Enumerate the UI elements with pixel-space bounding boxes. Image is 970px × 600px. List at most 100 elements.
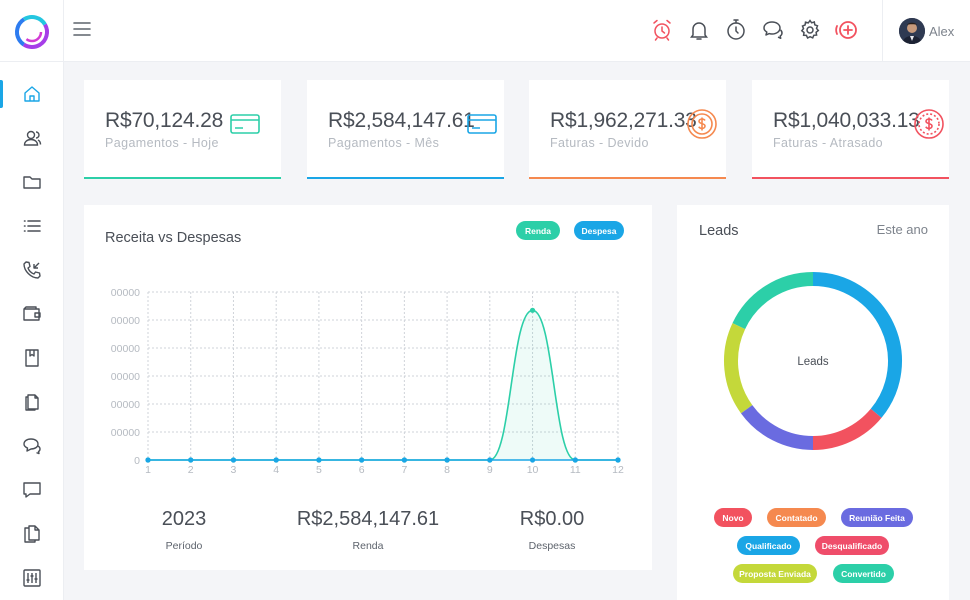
summary-label: Período [165, 540, 203, 552]
menu-toggle-button[interactable] [72, 19, 92, 39]
summary-label: Renda [352, 540, 384, 552]
x-tick-label: 6 [359, 464, 365, 476]
y-tick-label: 00000 [111, 287, 140, 299]
sidebar-item-contacts[interactable] [0, 116, 63, 160]
legend-despesa[interactable]: Despesa [574, 221, 624, 240]
panel-title: Leads [699, 223, 739, 239]
sidebar-item-documents[interactable] [0, 380, 63, 424]
donut-slice-qualificado[interactable] [812, 272, 902, 418]
card-amount: R$2,584,147.61 [328, 109, 475, 132]
data-point-despesa [572, 457, 578, 463]
folder-icon [22, 176, 41, 189]
legend-renda[interactable]: Renda [516, 221, 560, 240]
donut-center-label: Leads [797, 356, 829, 368]
x-tick-label: 3 [231, 464, 237, 476]
data-point-renda [529, 307, 536, 313]
user-photo-icon [899, 18, 925, 44]
donut-slice-proposta-enviada[interactable] [724, 323, 753, 414]
stat-card-payments-today[interactable]: R$70,124.28 Pagamentos - Hoje [84, 80, 281, 179]
x-tick-label: 5 [316, 464, 322, 476]
sidebar-item-wallet[interactable] [0, 292, 63, 336]
x-tick-label: 10 [527, 464, 539, 476]
alarm-icon [653, 19, 671, 41]
legend-proposta-enviada[interactable]: Proposta Enviada [733, 564, 817, 583]
sidebar-item-calls[interactable] [0, 248, 63, 292]
divider [882, 0, 883, 62]
chat-icon [763, 21, 783, 40]
donut-slice-convertido[interactable] [732, 272, 814, 330]
add-button[interactable] [835, 18, 859, 42]
summary-value: R$2,584,147.61 [296, 508, 440, 530]
card-accent-bar [529, 177, 726, 179]
bell-icon [690, 22, 708, 40]
y-tick-label: 00000 [111, 343, 140, 355]
period-selector[interactable]: Este ano [876, 222, 928, 237]
x-tick-label: 11 [570, 464, 581, 476]
card-label: Pagamentos - Mês [328, 136, 440, 150]
legend-reuniao-feita[interactable]: Reunião Feita [841, 508, 913, 527]
y-tick-label: 00000 [111, 371, 140, 383]
username[interactable]: Alex [929, 24, 955, 39]
data-point-despesa [487, 457, 493, 463]
book-icon [24, 349, 39, 367]
list-icon [23, 220, 41, 232]
legend-convertido[interactable]: Convertido [833, 564, 894, 583]
logo-icon [15, 15, 49, 49]
avatar[interactable] [899, 18, 925, 44]
stat-card-payments-month[interactable]: R$2,584,147.61 Pagamentos - Mês [307, 80, 504, 179]
leads-donut-chart: Leads [724, 272, 902, 450]
phone-icon [22, 261, 41, 279]
card-accent-bar [307, 177, 504, 179]
card-amount: R$1,962,271.33 [550, 109, 697, 132]
files-icon [23, 525, 40, 543]
dollar-coin-icon [914, 109, 944, 139]
sidebar-item-settings[interactable] [0, 556, 63, 600]
data-point-despesa [444, 457, 450, 463]
logo[interactable] [0, 0, 64, 62]
stat-card-invoices-overdue[interactable]: R$1,040,033.13 Faturas - Atrasado [752, 80, 949, 179]
settings-button[interactable] [798, 18, 822, 42]
x-tick-label: 12 [612, 464, 624, 476]
sidebar-item-knowledge[interactable] [0, 336, 63, 380]
x-tick-label: 7 [401, 464, 407, 476]
legend-desqualificado[interactable]: Desqualificado [815, 536, 889, 555]
add-circle-icon [835, 21, 857, 39]
data-point-despesa [188, 457, 194, 463]
notifications-button[interactable] [687, 18, 711, 42]
y-tick-label: 00000 [111, 399, 140, 411]
legend-novo[interactable]: Novo [714, 508, 752, 527]
card-label: Pagamentos - Hoje [105, 136, 219, 150]
sidebar [0, 62, 64, 600]
y-tick-label: 0 [134, 455, 140, 467]
stat-card-invoices-due[interactable]: R$1,962,271.33 Faturas - Devido [529, 80, 726, 179]
summary-period: 2023 Período [141, 508, 227, 552]
chat-icon [22, 438, 41, 455]
summary-value: 2023 [161, 508, 207, 530]
card-label: Faturas - Atrasado [773, 136, 884, 150]
chat-button[interactable] [761, 18, 785, 42]
sidebar-item-conversations[interactable] [0, 424, 63, 468]
y-tick-label: 00000 [111, 315, 140, 327]
x-tick-label: 4 [273, 464, 279, 476]
data-point-despesa [145, 457, 151, 463]
sidebar-item-files[interactable] [0, 512, 63, 556]
legend-qualificado[interactable]: Qualificado [737, 536, 800, 555]
wallet-icon [22, 306, 41, 321]
sidebar-item-home[interactable] [0, 72, 63, 116]
gear-icon [800, 19, 820, 40]
alarm-button[interactable] [650, 18, 674, 42]
sidebar-item-messages[interactable] [0, 468, 63, 512]
sidebar-item-projects[interactable] [0, 160, 63, 204]
x-tick-label: 2 [188, 464, 194, 476]
sidebar-item-tasks[interactable] [0, 204, 63, 248]
timer-button[interactable] [724, 18, 748, 42]
data-point-despesa [359, 457, 365, 463]
timer-icon [727, 19, 745, 40]
legend-contatado[interactable]: Contatado [767, 508, 826, 527]
card-label: Faturas - Devido [550, 136, 649, 150]
panel-title: Receita vs Despesas [105, 230, 242, 246]
donut-slice-reunião-feita[interactable] [740, 404, 814, 450]
card-amount: R$70,124.28 [105, 109, 224, 132]
donut-slice-novo[interactable] [812, 408, 882, 450]
